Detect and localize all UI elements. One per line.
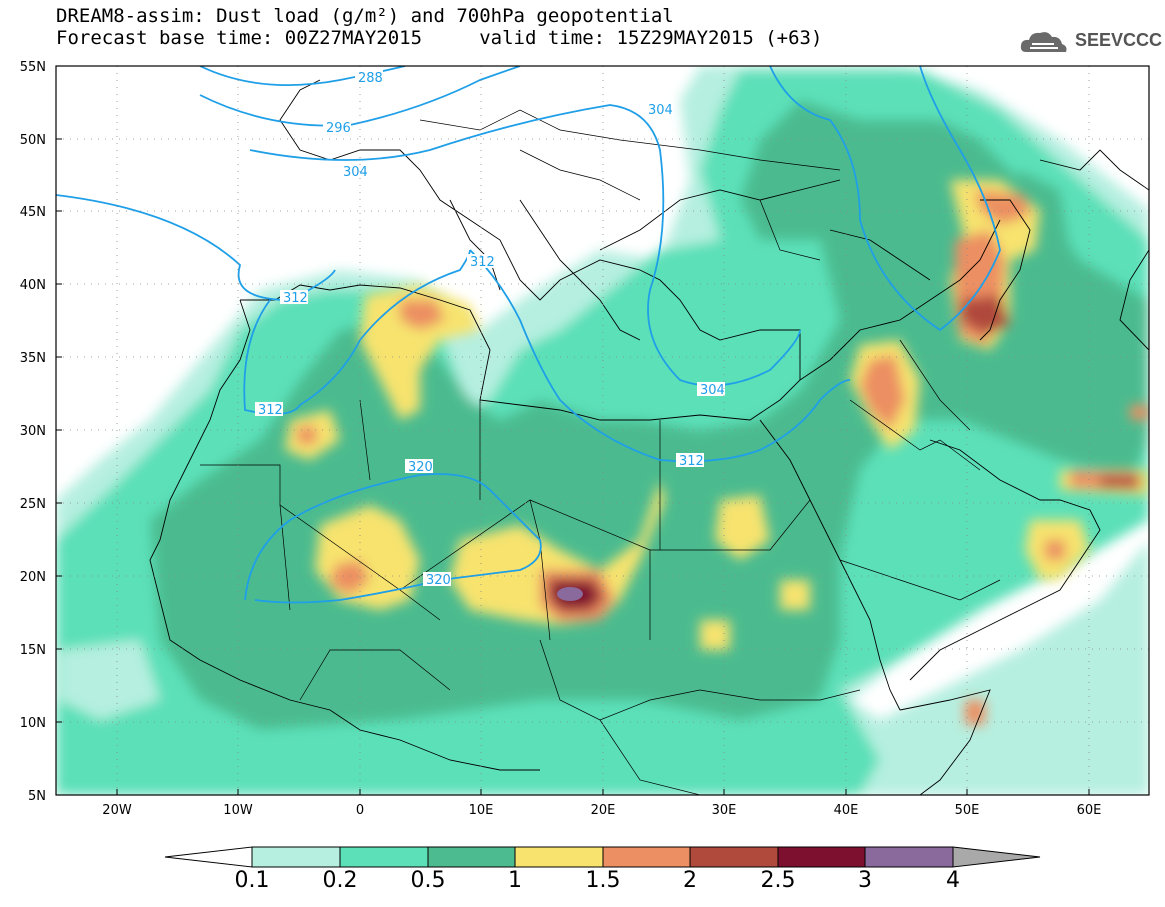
contour-label: 320 — [408, 460, 433, 475]
geopotential-contours — [56, 66, 1001, 604]
lon-label: 20E — [591, 803, 616, 818]
colorbar-tick: 1.5 — [585, 868, 621, 893]
colorbar-tick: 2.5 — [760, 868, 796, 893]
contour-label: 312 — [470, 255, 495, 270]
longitude-labels: 20W 10W 0 10E 20E 30E 40E 50E 60E — [102, 803, 1101, 818]
logo-text: SEEVCCC — [1075, 30, 1163, 50]
contour-label: 304 — [648, 103, 673, 118]
colorbar-bin — [427, 846, 516, 868]
cloud-icon — [1020, 32, 1067, 52]
axis-ticks — [56, 65, 1090, 796]
contour-label: 304 — [700, 383, 725, 398]
forecast-times: Forecast base time: 00Z27MAY2015 valid t… — [56, 27, 823, 49]
colorbar-bin — [777, 846, 866, 868]
colorbar — [164, 846, 1041, 868]
coastlines — [149, 79, 1149, 795]
lat-label: 5N — [28, 789, 46, 804]
colorbar-tick: 0.2 — [322, 868, 358, 893]
lat-label: 15N — [20, 643, 46, 658]
contour-label: 304 — [343, 165, 368, 180]
lat-label: 40N — [20, 278, 46, 293]
colorbar-bin — [602, 846, 691, 868]
lat-label: 10N — [20, 716, 46, 731]
colorbar-bin — [251, 846, 341, 868]
colorbar-tick: 3 — [858, 868, 872, 893]
contour-label: 312 — [283, 291, 308, 306]
contour-labels: 288 296 304 304 304 312 312 312 312 320 … — [255, 70, 725, 588]
lat-label: 25N — [20, 497, 46, 512]
lon-label: 40E — [834, 803, 859, 818]
lon-label: 10W — [223, 803, 253, 818]
lat-label: 35N — [20, 351, 46, 366]
dust-field: 288 296 304 304 304 312 312 312 312 320 … — [56, 66, 1149, 795]
lon-label: 20W — [102, 803, 132, 818]
lon-label: 30E — [712, 803, 737, 818]
lat-label: 45N — [20, 205, 46, 220]
lat-label: 20N — [20, 570, 46, 585]
colorbar-upper-triangle — [952, 846, 1041, 868]
colorbar-tick: 1 — [508, 868, 522, 893]
lon-label: 60E — [1077, 803, 1102, 818]
lon-label: 10E — [469, 803, 494, 818]
latitude-labels: 55N 50N 45N 40N 35N 30N 25N 20N 15N 10N … — [20, 60, 46, 804]
colorbar-lower-triangle — [164, 846, 253, 868]
colorbar-bin — [689, 846, 779, 868]
colorbar-bin — [514, 846, 604, 868]
lon-label: 0 — [356, 803, 364, 818]
map-title: DREAM8-assim: Dust load (g/m²) and 700hP… — [56, 5, 674, 27]
colorbar-bin — [864, 846, 954, 868]
contour-label: 320 — [426, 573, 451, 588]
colorbar-tick: 0.5 — [410, 868, 446, 893]
colorbar-tick: 2 — [683, 868, 697, 893]
lon-label: 50E — [955, 803, 980, 818]
contour-label: 312 — [679, 454, 704, 469]
lat-label: 50N — [20, 133, 46, 148]
lat-label: 30N — [20, 424, 46, 439]
contour-label: 296 — [326, 121, 351, 136]
colorbar-tick: 4 — [946, 868, 960, 893]
lat-label: 55N — [20, 60, 46, 75]
gridlines — [56, 66, 1149, 795]
contour-label: 312 — [258, 403, 283, 418]
borders — [200, 109, 1001, 795]
contour-label: 288 — [358, 71, 383, 86]
colorbar-tick: 0.1 — [234, 868, 270, 893]
colorbar-bin — [339, 846, 429, 868]
